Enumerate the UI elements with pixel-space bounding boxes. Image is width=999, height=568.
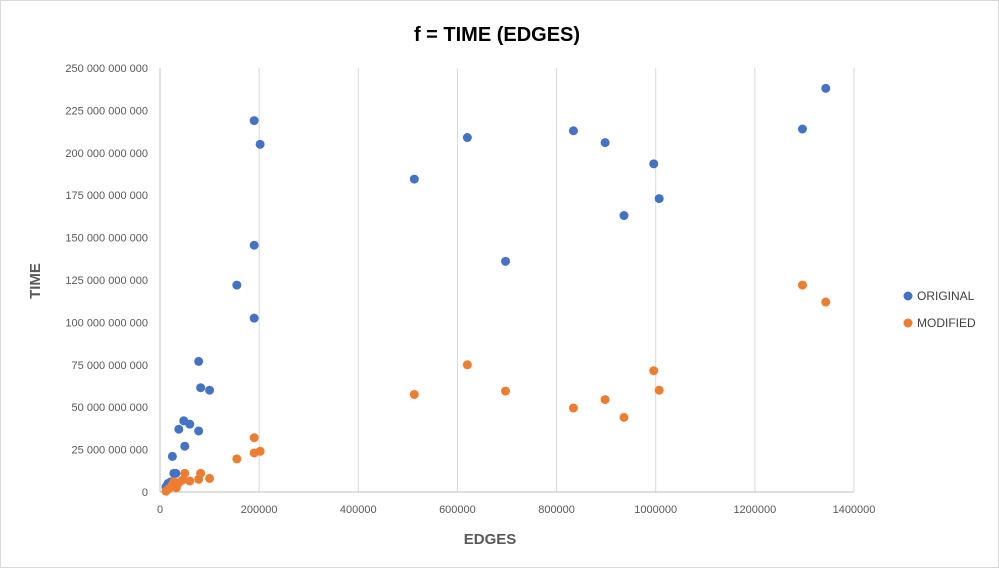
data-point <box>649 366 659 376</box>
data-point <box>619 412 629 422</box>
data-point <box>568 126 578 136</box>
data-point <box>185 476 195 486</box>
data-point <box>196 468 206 478</box>
y-tick-label: 175 000 000 000 <box>65 190 148 202</box>
y-tick-label: 75 000 000 000 <box>72 360 148 372</box>
legend: ORIGINAL MODIFIED <box>903 289 976 330</box>
data-point <box>797 280 807 290</box>
data-point <box>462 360 472 370</box>
data-point <box>649 159 659 169</box>
data-point <box>249 240 259 250</box>
data-point <box>205 473 215 483</box>
y-tick-label: 25 000 000 000 <box>72 445 148 457</box>
data-point <box>409 389 419 399</box>
x-tick-label: 200000 <box>241 504 278 516</box>
y-tick-label: 200 000 000 000 <box>65 148 148 160</box>
data-point <box>180 441 190 451</box>
data-point <box>205 385 215 395</box>
data-point <box>821 297 831 307</box>
data-point <box>797 124 807 134</box>
data-point <box>600 395 610 405</box>
y-tick-label: 0 <box>142 487 148 499</box>
legend-marker <box>903 318 913 328</box>
data-point <box>194 356 204 366</box>
x-tick-labels: 0 200000 400000 600000 800000 1000000 1200000 1… <box>157 504 875 516</box>
y-tick-label: 225 000 000 000 <box>65 105 148 117</box>
x-axis-title: EDGES <box>464 531 517 548</box>
legend-label: MODIFIED <box>917 316 976 330</box>
data-point <box>249 313 259 323</box>
data-points <box>161 83 831 496</box>
data-point <box>249 433 259 443</box>
y-tick-label: 125 000 000 000 <box>65 275 148 287</box>
data-point <box>171 468 181 478</box>
x-tick-label: 1200000 <box>733 504 776 516</box>
y-tick-label: 250 000 000 000 <box>65 63 148 75</box>
data-point <box>619 211 629 221</box>
data-point <box>654 194 664 204</box>
data-point <box>568 403 578 413</box>
data-point <box>180 468 190 478</box>
data-point <box>462 133 472 143</box>
legend-marker <box>903 291 913 301</box>
data-point <box>821 83 831 93</box>
gridlines <box>258 68 855 492</box>
y-tick-labels: 0 25 000 000 000 50 000 000 000 75 000 000 … <box>65 63 148 499</box>
data-point <box>654 385 664 395</box>
data-point <box>177 475 187 485</box>
data-point <box>600 138 610 148</box>
y-tick-label: 50 000 000 000 <box>72 402 148 414</box>
data-point <box>196 383 206 393</box>
data-point <box>232 280 242 290</box>
data-point <box>255 446 265 456</box>
series-original <box>161 83 831 492</box>
axes <box>159 68 854 493</box>
chart-title: f = TIME (EDGES) <box>414 24 580 46</box>
y-tick-label: 100 000 000 000 <box>65 317 148 329</box>
data-point <box>409 174 419 184</box>
legend-label: ORIGINAL <box>917 289 975 303</box>
series-modified <box>161 280 831 496</box>
data-point <box>249 116 259 126</box>
x-tick-label: 400000 <box>340 504 377 516</box>
data-point <box>194 426 204 436</box>
y-axis-title: TIME <box>27 263 44 299</box>
x-tick-label: 1000000 <box>634 504 677 516</box>
data-point <box>167 451 177 461</box>
data-point <box>501 256 511 266</box>
x-tick-label: 800000 <box>538 504 575 516</box>
data-point <box>501 386 511 396</box>
x-tick-label: 1400000 <box>833 504 876 516</box>
data-point <box>255 139 265 149</box>
data-point <box>232 454 242 464</box>
x-tick-label: 0 <box>157 504 163 516</box>
data-point <box>174 424 184 434</box>
data-point <box>185 419 195 429</box>
y-tick-label: 150 000 000 000 <box>65 233 148 245</box>
x-tick-label: 600000 <box>439 504 476 516</box>
